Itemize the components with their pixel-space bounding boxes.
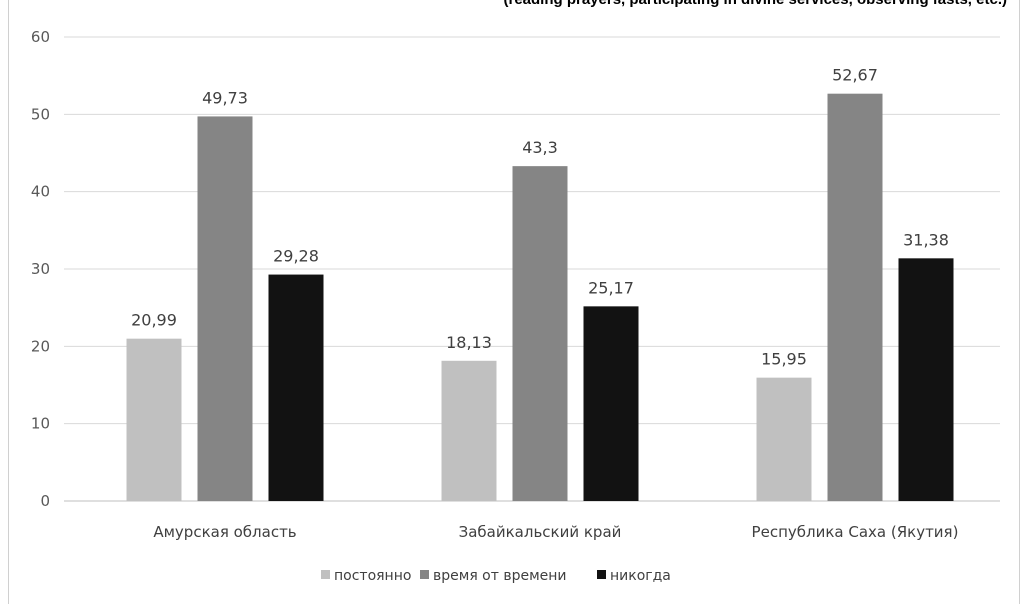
bar <box>756 377 812 501</box>
legend-swatch <box>420 570 429 579</box>
legend-label: никогда <box>610 568 671 584</box>
bar <box>268 274 324 501</box>
chart-caption: (reading prayers, participating in divin… <box>503 0 1017 8</box>
y-tick-label: 10 <box>31 415 50 433</box>
data-label: 31,38 <box>903 230 949 249</box>
y-tick-label: 40 <box>31 183 50 201</box>
y-tick-label: 50 <box>31 105 50 123</box>
data-label: 29,28 <box>273 247 319 266</box>
data-label: 25,17 <box>588 278 634 297</box>
data-label: 49,73 <box>202 88 248 107</box>
legend-swatch <box>321 570 330 579</box>
category-label: Республика Саха (Якутия) <box>752 523 959 541</box>
legend-swatch <box>597 570 606 579</box>
y-axis-tick-labels: 0 10 20 30 40 50 60 <box>31 28 50 510</box>
bar <box>197 116 253 502</box>
data-label: 20,99 <box>131 311 177 330</box>
bar <box>827 93 883 501</box>
y-tick-label: 30 <box>31 260 50 278</box>
data-label: 52,67 <box>832 66 878 85</box>
bar <box>898 258 954 501</box>
chart-frame <box>8 0 1020 604</box>
data-label: 15,95 <box>761 350 807 369</box>
category-label: Забайкальский край <box>459 523 622 541</box>
legend: постоянно время от времени никогда <box>321 568 671 584</box>
bar <box>441 360 497 501</box>
bar <box>512 166 568 501</box>
data-label: 43,3 <box>522 138 558 157</box>
data-labels: 20,99 49,73 29,28 18,13 43,3 25,17 15,95 52,67 3… <box>131 66 949 369</box>
category-label: Амурская область <box>153 523 296 541</box>
bar <box>583 306 639 501</box>
y-tick-label: 20 <box>31 337 50 355</box>
y-tick-label: 60 <box>31 28 50 46</box>
x-axis-category-labels: Амурская область Забайкальский край Респуб… <box>153 523 958 541</box>
bar <box>126 338 182 501</box>
legend-label: время от времени <box>433 568 567 584</box>
legend-label: постоянно <box>334 568 411 584</box>
bars <box>126 93 954 502</box>
data-label: 18,13 <box>446 333 492 352</box>
y-tick-label: 0 <box>40 492 50 510</box>
